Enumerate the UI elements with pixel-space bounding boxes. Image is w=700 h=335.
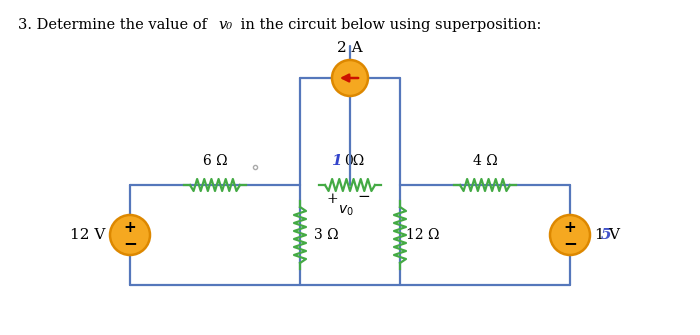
Text: +: +: [326, 192, 338, 206]
Text: 1: 1: [331, 154, 342, 168]
Text: $v_0$: $v_0$: [338, 204, 354, 218]
Text: 12 Ω: 12 Ω: [406, 228, 440, 242]
Text: 6 Ω: 6 Ω: [203, 154, 228, 168]
Text: 1: 1: [594, 228, 603, 242]
Text: 3 Ω: 3 Ω: [314, 228, 339, 242]
Text: 3. Determine the value of: 3. Determine the value of: [18, 18, 211, 32]
Text: −: −: [123, 234, 137, 252]
Text: −: −: [563, 234, 577, 252]
Text: +: +: [564, 220, 576, 236]
Text: +: +: [124, 220, 136, 236]
Text: 0Ω: 0Ω: [344, 154, 364, 168]
Text: −: −: [358, 190, 370, 204]
Text: 12 V: 12 V: [69, 228, 105, 242]
Circle shape: [332, 60, 368, 96]
Text: 2 A: 2 A: [337, 41, 363, 55]
Text: v₀: v₀: [218, 18, 232, 32]
Text: 4 Ω: 4 Ω: [473, 154, 498, 168]
Text: in the circuit below using superposition:: in the circuit below using superposition…: [236, 18, 541, 32]
Circle shape: [110, 215, 150, 255]
Circle shape: [550, 215, 590, 255]
Text: 5: 5: [601, 228, 612, 242]
Text: V: V: [608, 228, 619, 242]
